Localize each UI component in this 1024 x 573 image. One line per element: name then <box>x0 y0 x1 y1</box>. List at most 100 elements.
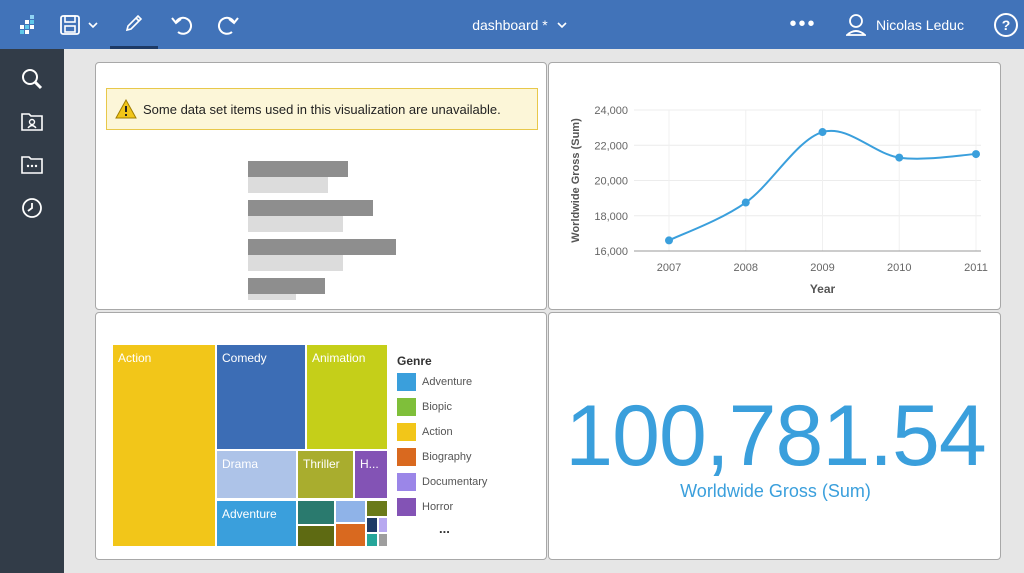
treemap-cell-adventure[interactable]: Adventure <box>217 501 296 546</box>
legend-label: Documentary <box>422 476 488 488</box>
treemap-cell[interactable] <box>298 526 334 546</box>
chevron-down-icon <box>557 21 567 28</box>
folder-icon <box>21 156 43 174</box>
dashboard-title-menu[interactable]: dashboard * <box>440 0 600 49</box>
line-chart: 16,000 18,000 20,000 22,000 24,000 2007 2008 20… <box>570 105 988 296</box>
treemap-cell[interactable] <box>336 524 365 546</box>
warning-icon <box>115 99 137 119</box>
user-icon <box>846 13 866 36</box>
legend-item-action[interactable]: Action <box>397 423 453 441</box>
help-button[interactable]: ? <box>988 0 1024 49</box>
legend-more-indicator[interactable]: ... <box>439 521 450 536</box>
more-options-button[interactable]: ••• <box>789 13 817 35</box>
sidebar-item-search[interactable] <box>0 59 64 99</box>
redo-button[interactable] <box>206 0 250 49</box>
treemap-cell[interactable] <box>367 501 387 516</box>
kpi-widget[interactable]: 100,781.54 Worldwide Gross (Sum) <box>548 312 1001 560</box>
content-folder-icon <box>21 113 43 131</box>
legend-item-biography[interactable]: Biography <box>397 448 472 466</box>
legend-item-biopic[interactable]: Biopic <box>397 398 452 416</box>
pencil-icon <box>125 14 143 32</box>
line-chart-widget[interactable]: 16,000 18,000 20,000 22,000 24,000 2007 2008 20… <box>548 62 1001 310</box>
legend-label: Adventure <box>422 376 473 388</box>
x-tick-label: 2011 <box>964 262 988 274</box>
sidebar <box>0 49 64 573</box>
kpi-label: Worldwide Gross (Sum) <box>680 481 871 501</box>
recent-icon <box>22 198 42 218</box>
placeholder-bar <box>248 255 343 271</box>
legend-swatch <box>397 448 416 466</box>
data-unavailable-warning: Some data set items used in this visuali… <box>106 88 538 130</box>
data-point <box>895 153 904 162</box>
legend-swatch <box>397 498 416 516</box>
dashboard-title: dashboard * <box>472 16 548 33</box>
treemap-cell-thriller[interactable]: Thriller <box>298 451 353 498</box>
x-tick-label: 2008 <box>734 262 758 274</box>
treemap-cell[interactable] <box>298 501 334 524</box>
x-tick-label: 2009 <box>810 262 834 274</box>
placeholder-bar <box>248 239 396 255</box>
bar-chart-widget[interactable]: Some data set items used in this visuali… <box>95 62 547 310</box>
treemap-cell[interactable] <box>367 518 377 532</box>
data-point <box>972 150 980 159</box>
y-tick-label: 22,000 <box>594 140 628 152</box>
redo-icon <box>217 16 239 35</box>
placeholder-bar <box>248 216 343 232</box>
placeholder-bar <box>248 294 296 300</box>
sidebar-item-recent[interactable] <box>0 188 64 228</box>
legend-item-documentary[interactable]: Documentary <box>397 473 487 491</box>
y-tick-label: 20,000 <box>594 176 628 188</box>
treemap-cell[interactable] <box>336 501 365 522</box>
legend-label: Horror <box>422 501 454 513</box>
treemap-cell-comedy[interactable]: Comedy <box>217 345 305 449</box>
legend-label: Biopic <box>422 401 452 413</box>
y-axis-label: Worldwide Gross (Sum) <box>570 118 582 243</box>
sidebar-item-team-content[interactable] <box>0 145 64 185</box>
treemap-cell[interactable] <box>367 534 377 546</box>
data-point <box>665 236 673 245</box>
save-icon <box>60 14 80 35</box>
treemap-cell-drama[interactable]: Drama <box>217 451 296 498</box>
user-name: Nicolas Leduc <box>876 16 964 33</box>
legend-label: Action <box>422 426 453 438</box>
y-tick-label: 24,000 <box>594 105 628 117</box>
placeholder-bar <box>248 278 325 294</box>
x-tick-label: 2007 <box>657 262 681 274</box>
treemap-cell-action[interactable]: Action <box>113 345 215 546</box>
treemap-cell[interactable] <box>379 534 387 546</box>
placeholder-bar <box>248 200 373 216</box>
y-tick-label: 16,000 <box>594 246 628 258</box>
legend-swatch <box>397 473 416 491</box>
undo-button[interactable] <box>160 0 204 49</box>
edit-button[interactable] <box>110 0 158 49</box>
save-button[interactable] <box>54 0 104 49</box>
treemap-cell-horror[interactable]: H... <box>355 451 387 498</box>
legend-swatch <box>397 398 416 416</box>
chevron-down-icon <box>88 21 98 28</box>
legend-item-adventure[interactable]: Adventure <box>397 373 472 391</box>
legend-title: Genre <box>397 354 432 368</box>
search-icon <box>22 69 43 90</box>
top-toolbar: dashboard * ••• Nicolas Leduc ? <box>0 0 1024 49</box>
placeholder-bar <box>248 161 348 177</box>
treemap-cell[interactable] <box>379 518 387 532</box>
legend-swatch <box>397 423 416 441</box>
user-menu[interactable]: Nicolas Leduc <box>840 0 980 49</box>
legend-item-horror[interactable]: Horror <box>397 498 453 516</box>
help-icon: ? <box>994 12 1018 37</box>
legend-swatch <box>397 373 416 391</box>
treemap-cell-animation[interactable]: Animation <box>307 345 387 449</box>
x-axis-label: Year <box>810 282 836 296</box>
kpi-value: 100,781.54 <box>565 388 986 484</box>
x-tick-label: 2010 <box>887 262 911 274</box>
treemap-widget[interactable]: Action Comedy Animation Drama Thriller H… <box>95 312 547 560</box>
undo-icon <box>171 16 193 35</box>
legend-label: Biography <box>422 451 472 463</box>
placeholder-bar <box>248 177 328 193</box>
data-point <box>741 198 750 207</box>
warning-text: Some data set items used in this visuali… <box>143 101 501 117</box>
sidebar-item-my-content[interactable] <box>0 102 64 142</box>
data-point <box>818 128 827 137</box>
y-tick-label: 18,000 <box>594 211 628 223</box>
app-logo-icon[interactable] <box>4 0 50 49</box>
